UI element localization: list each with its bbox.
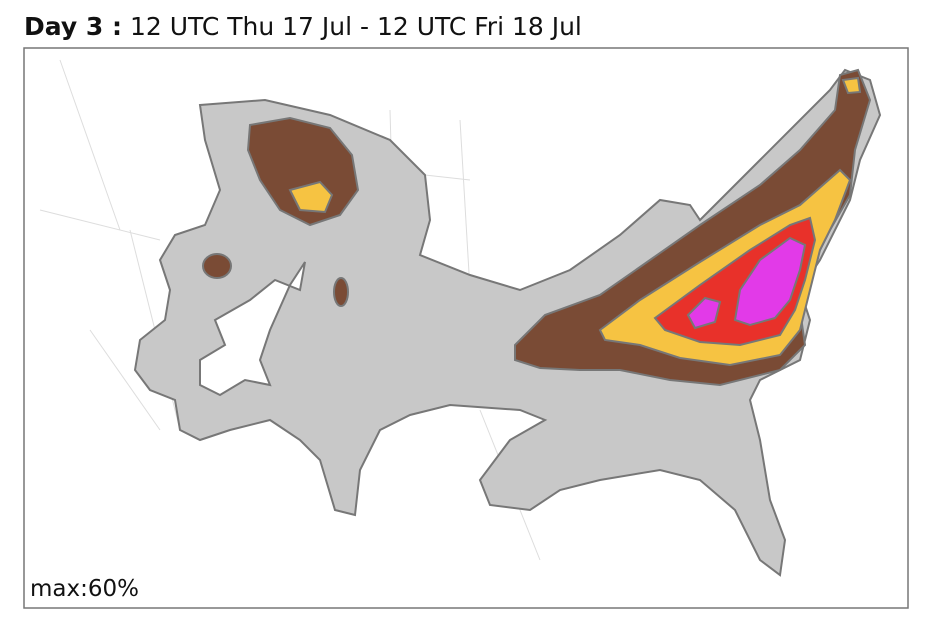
period-label: 12 UTC Thu 17 Jul - 12 UTC Fri 18 Jul [129, 12, 582, 41]
brown-area [202, 253, 232, 279]
header: Day 3 :12 UTC Thu 17 Jul - 12 UTC Fri 18… [24, 12, 582, 41]
magenta-area [733, 236, 807, 327]
magenta-area [686, 296, 722, 330]
outlook-areas [133, 68, 882, 577]
max-label: max:60% [30, 576, 139, 602]
excluded-area [199, 261, 306, 397]
yellow-area [841, 76, 862, 95]
day-label: Day 3 : [24, 12, 122, 41]
brown-area [333, 277, 349, 307]
yellow-area [288, 180, 334, 214]
